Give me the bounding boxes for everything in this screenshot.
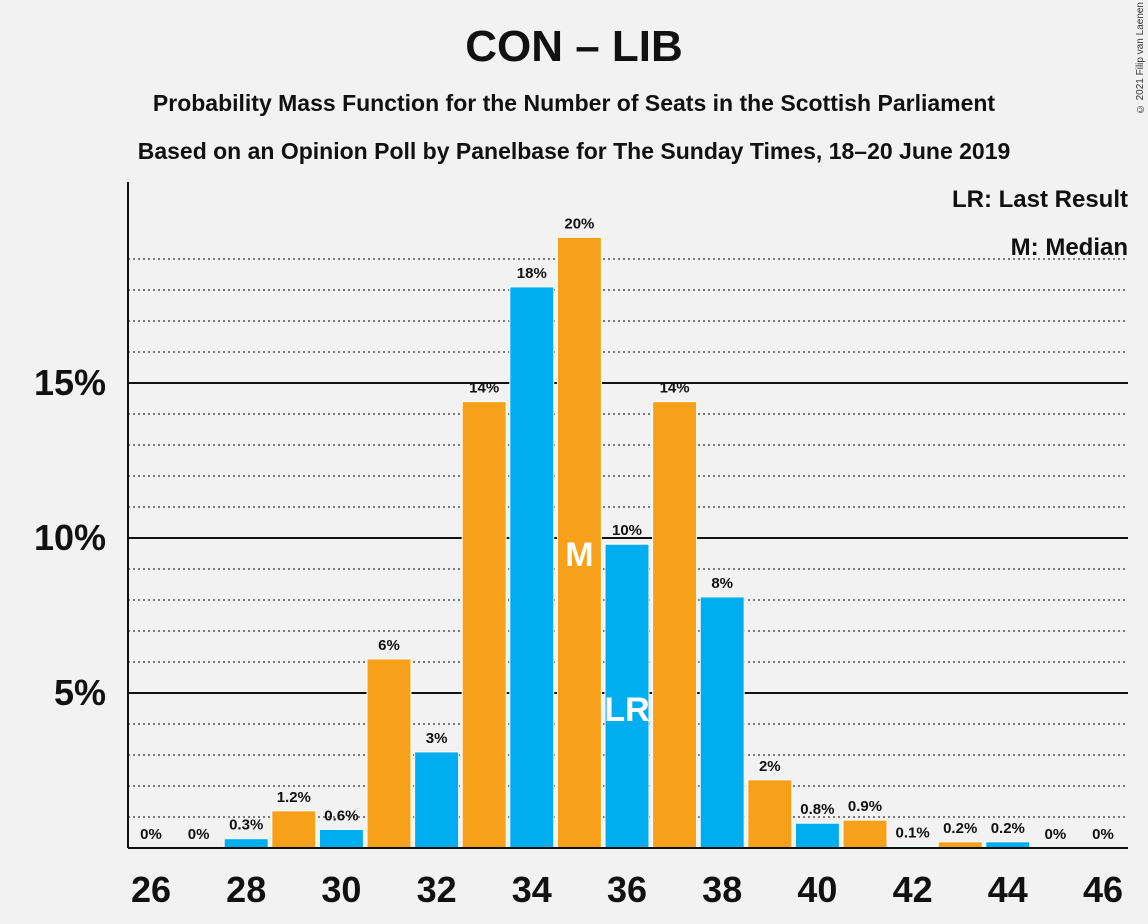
bar-value-label: 0.2%: [991, 820, 1025, 837]
bar-value-label: 6%: [378, 637, 400, 654]
y-tick-label: 5%: [54, 672, 106, 713]
x-tick-label: 40: [797, 869, 837, 910]
bar-38: [699, 596, 745, 849]
bar-30: [318, 828, 364, 849]
legend-last-result: LR: Last Result: [951, 186, 1128, 213]
x-tick-label: 34: [512, 869, 552, 910]
bar-value-label: 1.2%: [277, 789, 311, 806]
bar-39: [747, 779, 793, 849]
bar-value-label: 14%: [660, 380, 690, 397]
y-tick-label: 10%: [34, 517, 106, 558]
x-tick-label: 38: [702, 869, 742, 910]
chart-subtitle-2: Based on an Opinion Poll by Panelbase fo…: [137, 138, 1011, 164]
bar-value-label: 10%: [612, 522, 642, 539]
last-result-marker: LR: [604, 691, 649, 729]
bar-33: [461, 401, 507, 849]
legend-median: M: Median: [1010, 234, 1128, 261]
x-tick-label: 28: [226, 869, 266, 910]
bar-34: [509, 286, 555, 849]
bar-value-label: 0.8%: [800, 801, 834, 818]
bar-31: [366, 658, 412, 849]
bar-value-label: 0%: [1045, 826, 1067, 843]
bar-value-label: 0.1%: [895, 824, 929, 841]
y-tick-label: 15%: [34, 362, 106, 403]
bar-value-label: 3%: [426, 730, 448, 747]
x-tick-label: 26: [131, 869, 171, 910]
bar-value-label: 0.3%: [229, 817, 263, 834]
chart-subtitle-1: Probability Mass Function for the Number…: [152, 90, 996, 116]
bar-value-label: 0.9%: [848, 798, 882, 815]
median-marker: M: [565, 536, 593, 574]
bar-value-label: 0.2%: [943, 820, 977, 837]
bar-28: [223, 838, 269, 849]
bar-value-label: 18%: [517, 265, 547, 282]
bar-35: [556, 236, 602, 849]
x-tick-label: 46: [1083, 869, 1123, 910]
bar-value-label: 0%: [1092, 826, 1114, 843]
bar-value-label: 14%: [469, 380, 499, 397]
bar-value-label: 20%: [564, 215, 594, 232]
x-tick-label: 44: [988, 869, 1028, 910]
x-tick-label: 32: [417, 869, 457, 910]
bar-value-label: 8%: [711, 575, 733, 592]
bar-29: [271, 810, 317, 849]
chart-title: CON – LIB: [465, 22, 683, 71]
bar-value-label: 0%: [140, 826, 162, 843]
bar-36: [604, 543, 650, 849]
bar-32: [414, 751, 460, 849]
x-tick-label: 42: [893, 869, 933, 910]
x-tick-label: 36: [607, 869, 647, 910]
bar-value-label: 0%: [188, 826, 210, 843]
bar-41: [842, 819, 888, 849]
bar-value-label: 2%: [759, 758, 781, 775]
bar-37: [652, 401, 698, 849]
bar-value-label: 0.6%: [324, 807, 358, 824]
x-tick-label: 30: [321, 869, 361, 910]
bar-40: [794, 822, 840, 849]
